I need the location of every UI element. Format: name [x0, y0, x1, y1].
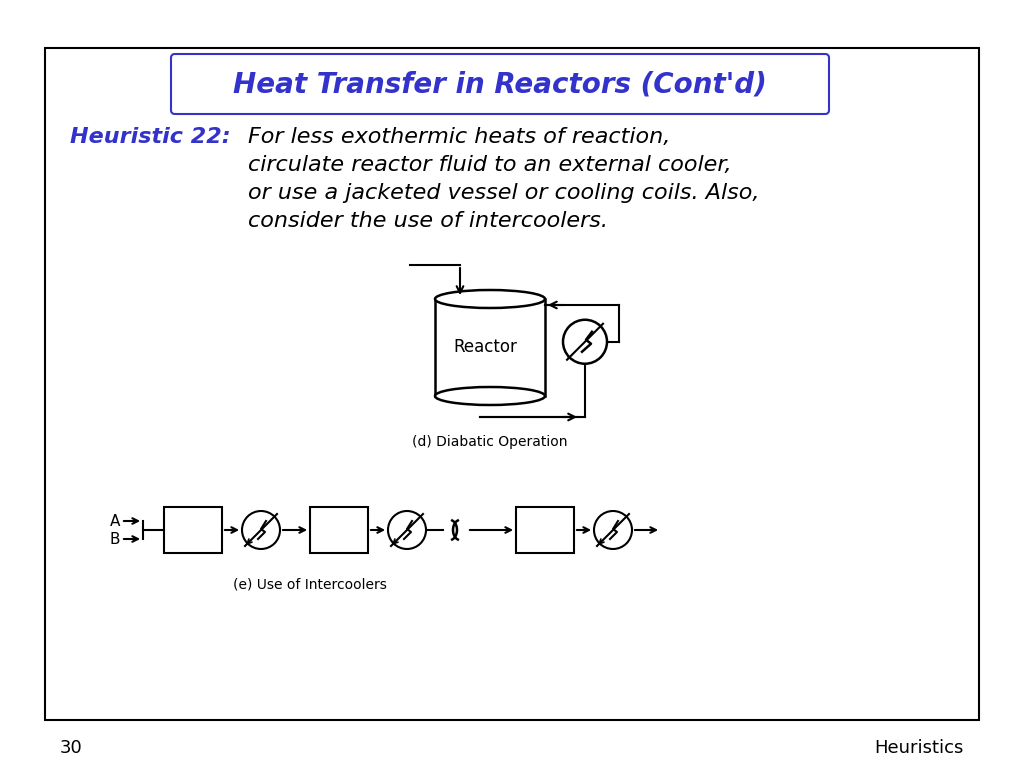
Text: (e) Use of Intercoolers: (e) Use of Intercoolers [233, 578, 387, 592]
Circle shape [563, 319, 607, 364]
Circle shape [388, 511, 426, 549]
Ellipse shape [435, 387, 545, 405]
Text: Heuristics: Heuristics [874, 739, 964, 757]
Circle shape [594, 511, 632, 549]
FancyBboxPatch shape [171, 54, 829, 114]
Text: Reactor: Reactor [453, 339, 517, 356]
Bar [45, 48, 979, 720]
Text: A: A [110, 514, 120, 528]
Text: (d) Diabatic Operation: (d) Diabatic Operation [413, 435, 567, 449]
Bar [310, 507, 368, 553]
Text: circulate reactor fluid to an external cooler,: circulate reactor fluid to an external c… [248, 155, 731, 175]
Text: For less exothermic heats of reaction,: For less exothermic heats of reaction, [248, 127, 671, 147]
Circle shape [242, 511, 280, 549]
Bar [435, 299, 545, 396]
Ellipse shape [435, 290, 545, 308]
Text: 30: 30 [60, 739, 83, 757]
Text: Heuristic 22:: Heuristic 22: [70, 127, 230, 147]
Text: consider the use of intercoolers.: consider the use of intercoolers. [248, 211, 608, 231]
Bar [516, 507, 574, 553]
Text: Heat Transfer in Reactors (Cont'd): Heat Transfer in Reactors (Cont'd) [233, 71, 767, 99]
Text: or use a jacketed vessel or cooling coils. Also,: or use a jacketed vessel or cooling coil… [248, 183, 760, 203]
Text: B: B [110, 531, 120, 547]
Bar [164, 507, 222, 553]
